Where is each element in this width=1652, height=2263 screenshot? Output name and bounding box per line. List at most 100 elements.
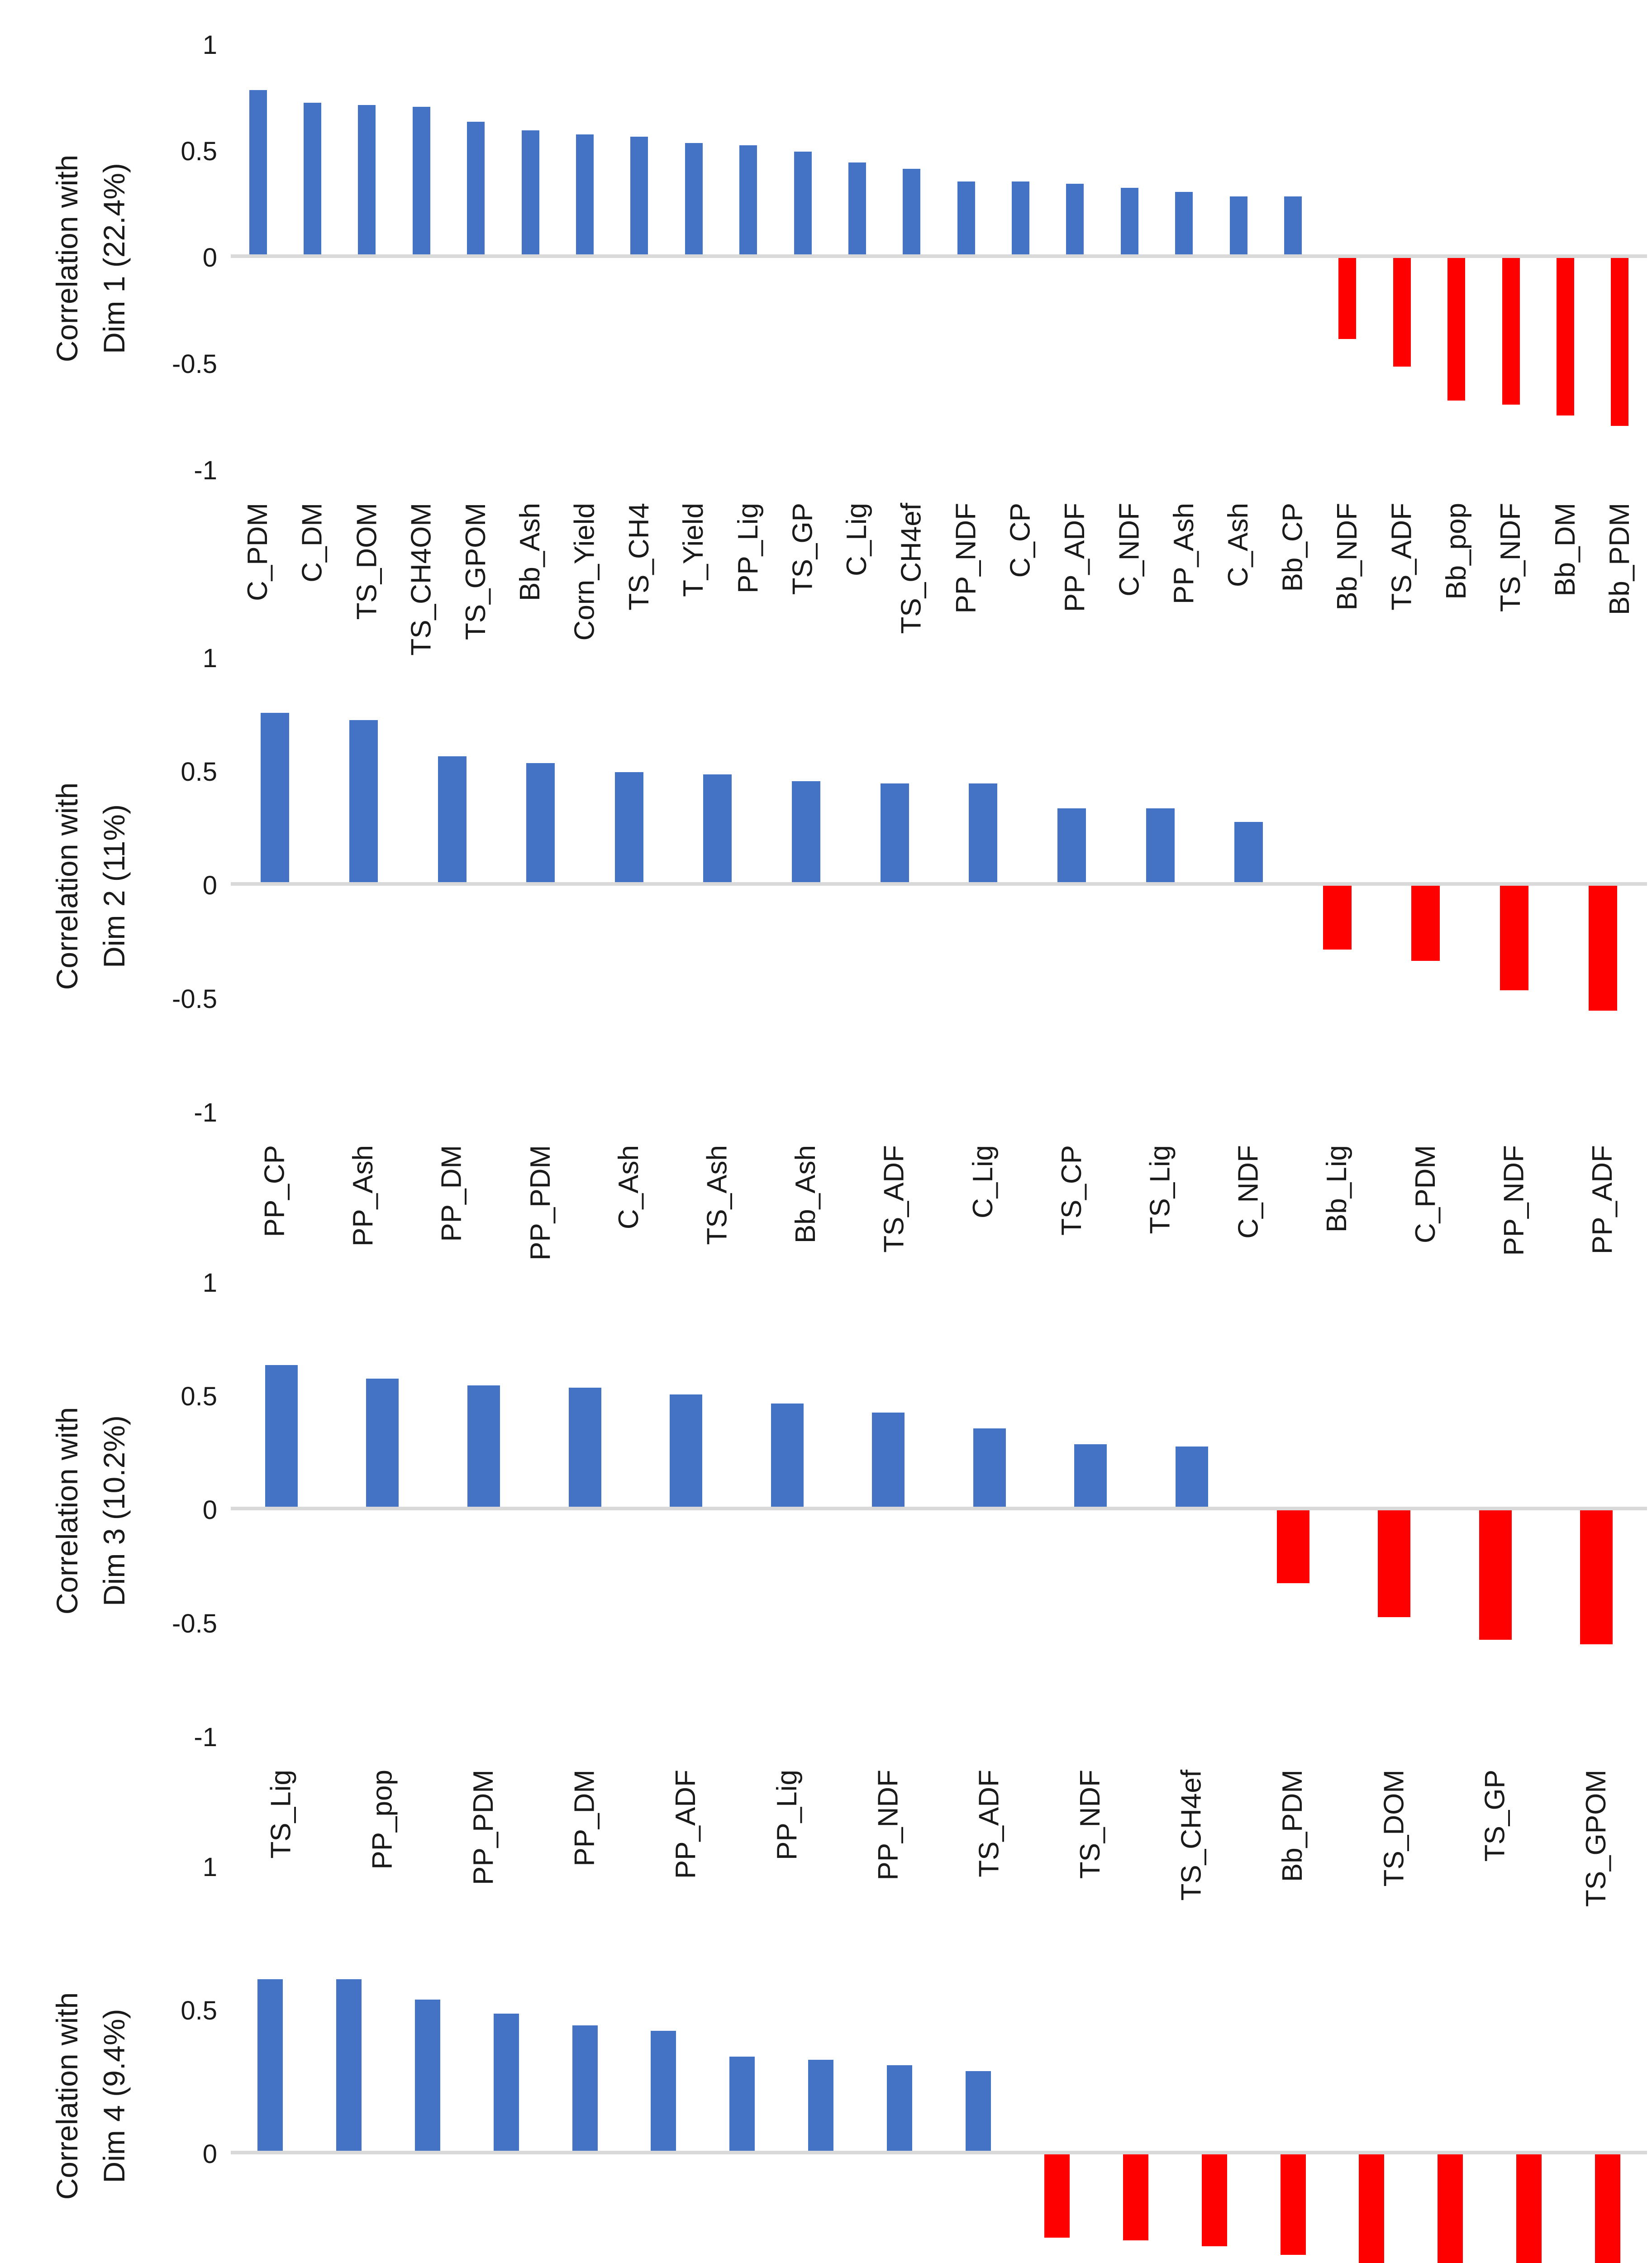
bar (973, 1428, 1006, 1510)
zero-axis-line (231, 254, 1647, 258)
bar (467, 1385, 500, 1510)
bar (1588, 886, 1617, 1011)
bar (969, 783, 998, 886)
bar (1074, 1444, 1107, 1510)
bar (1479, 1510, 1512, 1640)
y-tick-label: 0.5 (181, 757, 217, 787)
bar (304, 102, 322, 258)
bar (521, 130, 539, 258)
bar (630, 137, 648, 258)
bar (1411, 886, 1440, 961)
bar (872, 1413, 905, 1510)
bar (670, 1394, 703, 1510)
bar (1229, 196, 1247, 258)
bar (1120, 187, 1138, 258)
bar (1276, 1510, 1309, 1583)
y-tick-label: 0 (202, 2139, 217, 2169)
bar (965, 2071, 991, 2154)
y-tick-label: 0 (202, 243, 217, 272)
bar (349, 720, 378, 886)
bar (1123, 2154, 1148, 2241)
bar (1438, 2154, 1463, 2263)
y-tick-label: -1 (194, 456, 217, 485)
bar (880, 783, 909, 886)
bar (1500, 886, 1529, 990)
y-tick-label: 0.5 (181, 1382, 217, 1411)
bar (957, 181, 975, 258)
bar (651, 2031, 676, 2154)
bar (614, 772, 643, 886)
bar (1234, 822, 1263, 886)
zero-axis-line (231, 2151, 1647, 2154)
bar (1066, 183, 1084, 258)
bar (526, 763, 555, 886)
bar (739, 145, 757, 258)
bar (1359, 2154, 1385, 2263)
bar (808, 2059, 834, 2154)
bar (903, 168, 921, 258)
y-tick-label: 1 (202, 1852, 217, 1882)
bar (568, 1387, 601, 1510)
y-tick-label: 0.5 (181, 1996, 217, 2025)
bar (1502, 258, 1520, 405)
y-tick-label: -1 (194, 1723, 217, 1752)
bar (1580, 1510, 1613, 1645)
bar (1447, 258, 1466, 401)
bar (887, 2065, 913, 2154)
zero-axis-line (231, 1507, 1647, 1510)
bar (576, 134, 594, 258)
bar (794, 152, 812, 258)
bar (438, 756, 467, 886)
bar (358, 105, 376, 258)
bar (414, 1999, 440, 2154)
y-tick-label: 1 (202, 30, 217, 60)
bar (1378, 1510, 1411, 1617)
bar (572, 2025, 598, 2154)
y-tick-label: 1 (202, 644, 217, 673)
y-tick-label: -0.5 (172, 1609, 217, 1638)
bar (336, 1979, 362, 2154)
bar (467, 122, 485, 258)
bar (1146, 808, 1175, 886)
bar (249, 90, 267, 258)
bar (771, 1404, 804, 1510)
bar (1284, 196, 1302, 258)
bar (1280, 2154, 1306, 2255)
bar (1012, 181, 1030, 258)
bar (1338, 258, 1357, 339)
bar (703, 774, 732, 886)
bar (1393, 258, 1411, 367)
bar (1595, 2154, 1621, 2263)
zero-axis-line (231, 882, 1647, 886)
bar (1044, 2154, 1070, 2238)
bar (412, 107, 430, 258)
bar (366, 1378, 399, 1510)
bar (729, 2057, 755, 2154)
y-tick-label: -0.5 (172, 349, 217, 379)
bar (1556, 258, 1574, 415)
bar (1057, 808, 1086, 886)
bar (1201, 2154, 1227, 2246)
bar (1175, 1447, 1208, 1510)
bar (1516, 2154, 1542, 2263)
bar (493, 2014, 519, 2154)
bar (848, 162, 866, 258)
bar (1175, 192, 1193, 258)
y-tick-label: -0.5 (172, 984, 217, 1014)
bar (1323, 886, 1352, 950)
bar (257, 1979, 283, 2154)
bar (261, 713, 290, 886)
y-tick-label: -1 (194, 1098, 217, 1127)
bar (792, 781, 821, 886)
bar (1611, 258, 1629, 426)
bar (685, 143, 703, 258)
y-tick-label: 0 (202, 1495, 217, 1525)
y-tick-label: 0.5 (181, 137, 217, 166)
y-tick-label: 1 (202, 1268, 217, 1298)
bar (265, 1365, 298, 1510)
